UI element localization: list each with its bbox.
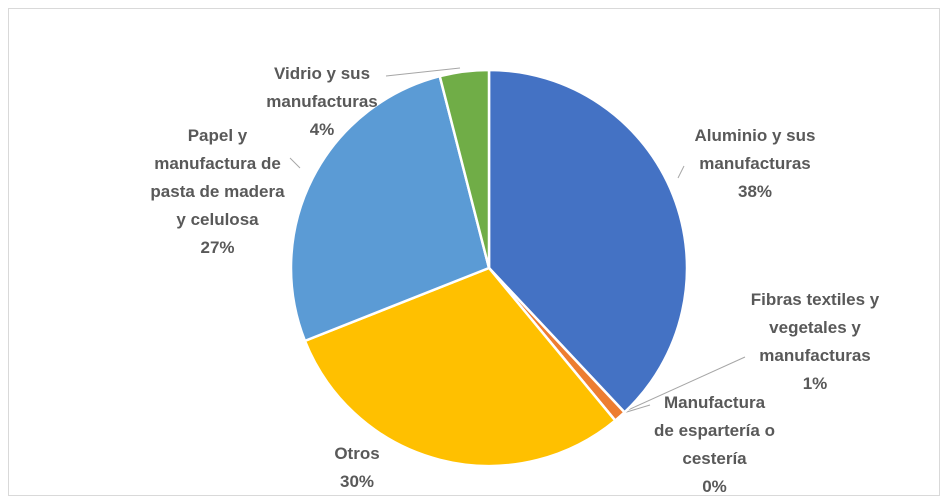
percent-label: 30% — [339, 472, 375, 491]
data-label: Manufactura de espartería o cestería 0% — [652, 389, 777, 501]
pie-slice — [438, 68, 491, 269]
leader-lines — [289, 67, 746, 415]
data-label: Otros 30% — [307, 440, 407, 496]
percent-label: 38% — [737, 182, 773, 201]
data-label: Fibras textiles y vegetales y manufactur… — [730, 286, 900, 398]
category-label: Papel y manufactura de pasta de madera y… — [150, 126, 285, 229]
data-label: Vidrio y sus manufacturas 4% — [257, 60, 387, 144]
pie-slice — [289, 74, 491, 343]
leader-line — [677, 165, 685, 179]
category-label: Aluminio y sus manufacturas — [694, 126, 816, 173]
percent-label: 1% — [802, 374, 828, 393]
category-label: Fibras textiles y vegetales y manufactur… — [750, 290, 880, 365]
leader-line — [385, 67, 461, 77]
pie-slice — [303, 266, 617, 468]
percent-label: 0% — [702, 477, 727, 496]
leader-line — [289, 157, 301, 169]
percent-label: 4% — [309, 120, 335, 139]
data-label: Aluminio y sus manufacturas 38% — [675, 122, 835, 206]
pie-slice — [487, 68, 689, 415]
percent-label: 27% — [200, 238, 235, 257]
data-label: Papel y manufactura de pasta de madera y… — [145, 122, 290, 262]
category-label: Vidrio y sus manufacturas — [266, 64, 378, 111]
pie — [289, 68, 689, 468]
category-label: Manufactura de espartería o cestería — [654, 393, 775, 468]
category-label: Otros — [334, 444, 380, 463]
leader-line — [627, 356, 746, 411]
